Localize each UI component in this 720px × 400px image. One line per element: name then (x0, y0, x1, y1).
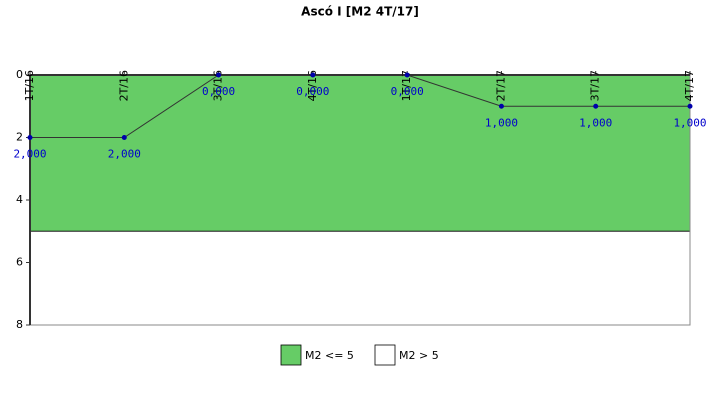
value-label: 1,000 (485, 116, 518, 129)
y-tick-label: 0 (16, 68, 23, 81)
value-label: 0,000 (202, 85, 235, 98)
marker (216, 72, 222, 78)
value-label: 0,000 (391, 85, 424, 98)
x-tick-label: 4T/17 (683, 70, 696, 101)
chart-title: Ascó I [M2 4T/17] (301, 5, 419, 19)
x-tick-label: 3T/17 (589, 70, 602, 101)
x-tick-label: 2T/17 (494, 70, 507, 101)
x-tick-label: 1T/17 (400, 70, 413, 101)
marker (498, 103, 504, 109)
marker (121, 135, 127, 140)
band (29, 230, 691, 326)
value-label: 0,000 (296, 85, 329, 98)
y-tick-label: 4 (16, 193, 23, 206)
y-tick-label: 8 (16, 318, 23, 331)
y-tick-label: 2 (16, 131, 23, 144)
value-label: 2,000 (108, 148, 141, 161)
marker (310, 72, 316, 78)
value-label: 2,000 (13, 148, 46, 161)
band (29, 74, 691, 232)
marker (404, 72, 410, 78)
legend-label: M2 <= 5 (305, 349, 354, 362)
value-label: 1,000 (673, 116, 706, 129)
line (30, 74, 690, 138)
marker (687, 103, 693, 109)
legend-label: M2 > 5 (399, 349, 439, 362)
x-tick-label: 2T/16 (117, 70, 130, 101)
x-tick-label: 1T/16 (23, 70, 36, 101)
value-label: 1,000 (579, 116, 612, 129)
legend-swatch (374, 344, 396, 366)
marker (593, 103, 599, 109)
marker (27, 135, 33, 140)
x-tick-label: 4T/16 (306, 70, 319, 101)
legend-swatch (280, 344, 302, 366)
y-tick-label: 6 (16, 256, 23, 269)
